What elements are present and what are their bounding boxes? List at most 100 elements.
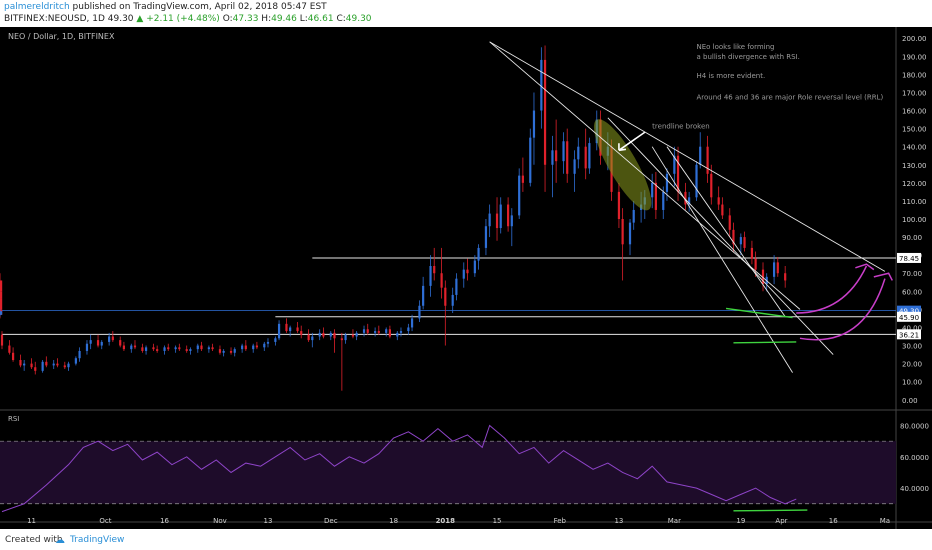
candle bbox=[141, 343, 144, 353]
price-label-tag: 45.90 bbox=[897, 311, 921, 322]
candle bbox=[577, 137, 580, 169]
candle-body bbox=[521, 175, 524, 183]
candle bbox=[566, 128, 569, 183]
horizontal-levels bbox=[2, 257, 896, 335]
candle bbox=[185, 345, 188, 353]
candle bbox=[377, 325, 380, 335]
trendline bbox=[489, 41, 886, 272]
candle bbox=[8, 340, 11, 355]
candle bbox=[200, 341, 203, 351]
footer: Created with ☁ TradingView bbox=[0, 530, 932, 550]
candle-body bbox=[699, 146, 702, 165]
candle bbox=[233, 347, 236, 357]
candle-body bbox=[100, 341, 103, 346]
candle bbox=[207, 345, 210, 353]
price-tick-label: 130.00 bbox=[902, 162, 927, 170]
rsi-band bbox=[0, 441, 896, 504]
author-link[interactable]: palmereldritch bbox=[4, 2, 70, 12]
candle-body bbox=[274, 338, 277, 342]
chart-area[interactable]: NEO / Dollar, 1D, BITFINEX NEo looks lik… bbox=[0, 27, 932, 529]
candle bbox=[529, 128, 532, 187]
candle bbox=[100, 340, 103, 350]
candle-body bbox=[566, 141, 569, 174]
time-axis[interactable]: 11 Oct 16 Nov 13 Dec 18 2018 15 Feb 13 Mar 19 Apr 16 Ma bbox=[27, 517, 890, 525]
trendline bbox=[666, 146, 786, 317]
candle-body bbox=[455, 278, 458, 295]
price-chart-svg[interactable]: NEO / Dollar, 1D, BITFINEX NEo looks lik… bbox=[0, 27, 932, 529]
candle bbox=[699, 132, 702, 169]
candle-body bbox=[573, 159, 576, 174]
candle bbox=[285, 318, 288, 333]
candle-body bbox=[96, 340, 100, 346]
candle bbox=[399, 327, 403, 337]
candle bbox=[122, 341, 126, 351]
candle-body bbox=[499, 204, 502, 229]
price-label-bg bbox=[897, 305, 921, 316]
candle bbox=[333, 329, 336, 353]
price-tick-label: 140.00 bbox=[902, 144, 927, 152]
candle bbox=[444, 280, 447, 346]
ohlc-h-label: H: bbox=[261, 14, 272, 24]
time-tick-label: Nov bbox=[213, 517, 227, 525]
candle-body bbox=[532, 110, 536, 138]
symbol-text: BITFINEX:NEOUSD, 1D bbox=[4, 14, 105, 24]
candle-body bbox=[444, 287, 447, 306]
candle-body bbox=[85, 343, 89, 351]
candle bbox=[374, 327, 377, 337]
candle bbox=[543, 45, 547, 192]
candle bbox=[255, 341, 259, 350]
candle bbox=[418, 300, 421, 323]
candle-body bbox=[0, 311, 3, 315]
price-tick-label: 30.00 bbox=[902, 343, 922, 351]
candle bbox=[555, 119, 558, 183]
trendline bbox=[489, 41, 801, 310]
rsi-tick-label: 80.0000 bbox=[900, 423, 929, 431]
candle bbox=[776, 256, 779, 277]
price-tick-label: 170.00 bbox=[902, 89, 927, 97]
ohlc-o-label: O: bbox=[222, 14, 233, 24]
candle-body bbox=[111, 336, 114, 341]
tradingview-link[interactable]: TradingView bbox=[70, 535, 125, 545]
candle bbox=[144, 345, 148, 355]
candle-body bbox=[8, 345, 11, 353]
candle-body bbox=[277, 323, 281, 339]
candle-body bbox=[30, 363, 33, 368]
chart-header: palmereldritch published on TradingView.… bbox=[0, 0, 932, 26]
time-tick-label: Oct bbox=[99, 517, 111, 525]
candle-body bbox=[433, 266, 436, 274]
candle-body bbox=[355, 332, 358, 337]
price-label-text: 49.30 bbox=[899, 308, 919, 316]
candle-body bbox=[761, 269, 765, 285]
candle bbox=[488, 204, 491, 238]
candle-body bbox=[418, 305, 421, 319]
candle bbox=[621, 208, 624, 281]
candle bbox=[67, 361, 70, 371]
candle-body bbox=[440, 273, 443, 288]
price-axis[interactable]: 200.00 190.00 180.00 170.00 160.00 150.00 140.… bbox=[902, 35, 927, 405]
candle-body bbox=[52, 363, 55, 366]
change-text: +2.11 (+4.48%) bbox=[146, 14, 220, 24]
candle bbox=[721, 197, 724, 219]
broken-arrow-icon bbox=[618, 143, 627, 152]
candle-body bbox=[577, 146, 580, 160]
candle-body bbox=[410, 318, 414, 328]
candle bbox=[252, 343, 255, 353]
candle bbox=[462, 262, 465, 288]
candle-body bbox=[34, 367, 37, 371]
candle bbox=[23, 360, 26, 371]
price-tick-label: 150.00 bbox=[902, 126, 927, 134]
price-label-tag: 36.21 bbox=[897, 329, 921, 340]
candle-body bbox=[122, 345, 126, 350]
candle-body bbox=[252, 345, 255, 350]
candle bbox=[573, 150, 576, 192]
candle-body bbox=[385, 329, 388, 333]
candle bbox=[41, 360, 44, 373]
candle-body bbox=[222, 350, 225, 353]
candle bbox=[761, 262, 765, 292]
candle bbox=[385, 327, 388, 337]
candle-body bbox=[333, 332, 336, 339]
publish-line: palmereldritch published on TradingView.… bbox=[4, 2, 327, 12]
candle-body bbox=[244, 345, 247, 350]
candle-body bbox=[189, 349, 192, 351]
price-tick-label: 200.00 bbox=[902, 35, 927, 43]
